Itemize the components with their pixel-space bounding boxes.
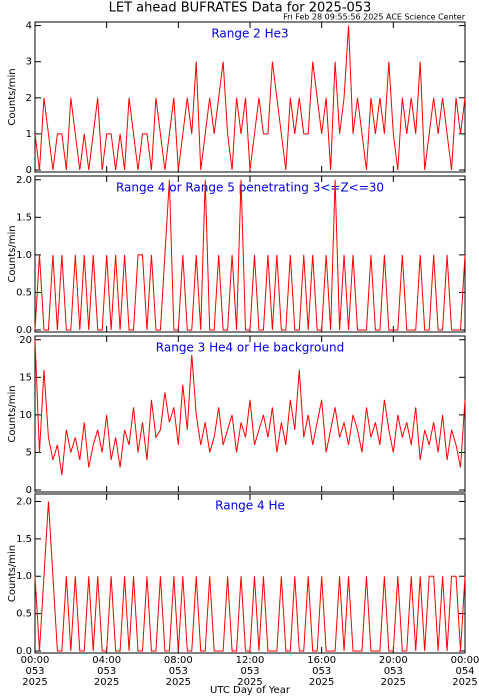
x-tick-label: 00:00 054 2025 — [450, 655, 479, 688]
data-line — [34, 25, 466, 171]
y-tick-label: 1.0 — [16, 571, 32, 582]
y-tick-label: 0.5 — [16, 287, 32, 298]
plot-frame — [34, 335, 466, 493]
x-tick-label: 12:00 053 2025 — [235, 655, 265, 688]
y-axis-label: Counts/min — [7, 225, 18, 282]
y-tick-label: 20 — [19, 335, 32, 346]
y-tick-label: 4 — [26, 21, 32, 32]
y-tick-label: 5 — [26, 447, 32, 458]
y-tick-label: 0.0 — [16, 325, 32, 336]
x-tick-label: 20:00 053 2025 — [378, 655, 408, 688]
y-tick-label: 0 — [26, 485, 32, 496]
data-line — [34, 501, 466, 652]
y-axis-label: Counts/min — [7, 545, 18, 602]
x-tick-label: 08:00 053 2025 — [163, 655, 193, 688]
y-tick-label: 1.5 — [16, 534, 32, 545]
y-tick-label: 1.5 — [16, 212, 32, 223]
y-tick-label: 0.5 — [16, 609, 32, 620]
panel-title: Range 4 He — [215, 499, 285, 513]
plot-frame — [34, 21, 466, 173]
x-axis-label: UTC Day of Year — [210, 685, 291, 696]
y-tick-label: 15 — [19, 372, 32, 383]
panel-title: Range 4 or Range 5 penetrating 3<=Z<=30 — [116, 181, 384, 195]
x-tick-label: 16:00 053 2025 — [307, 655, 337, 688]
data-line — [34, 179, 466, 331]
plot-frame — [34, 175, 466, 333]
y-tick-label: 2.0 — [16, 496, 32, 507]
data-line — [34, 339, 466, 476]
panel-title: Range 3 He4 or He background — [156, 341, 344, 355]
y-tick-label: 0.0 — [16, 646, 32, 657]
y-tick-label: 0 — [26, 165, 32, 176]
y-tick-label: 10 — [19, 410, 32, 421]
panel-title: Range 2 He3 — [211, 27, 288, 41]
x-tick-label: 04:00 053 2025 — [92, 655, 122, 688]
y-tick-label: 1.0 — [16, 250, 32, 261]
chart-subtitle: Fri Feb 28 09:55:56 2025 ACE Science Cen… — [283, 13, 466, 22]
y-tick-label: 2.0 — [16, 175, 32, 186]
x-tick-label: 00:00 053 2025 — [20, 655, 50, 688]
y-axis-label: Counts/min — [7, 385, 18, 442]
chart-title: LET ahead BUFRATES Data for 2025-053 — [109, 1, 372, 16]
y-tick-label: 2 — [26, 93, 32, 104]
y-axis-label: Counts/min — [7, 68, 18, 125]
y-tick-label: 1 — [26, 129, 32, 140]
y-tick-label: 3 — [26, 57, 32, 68]
